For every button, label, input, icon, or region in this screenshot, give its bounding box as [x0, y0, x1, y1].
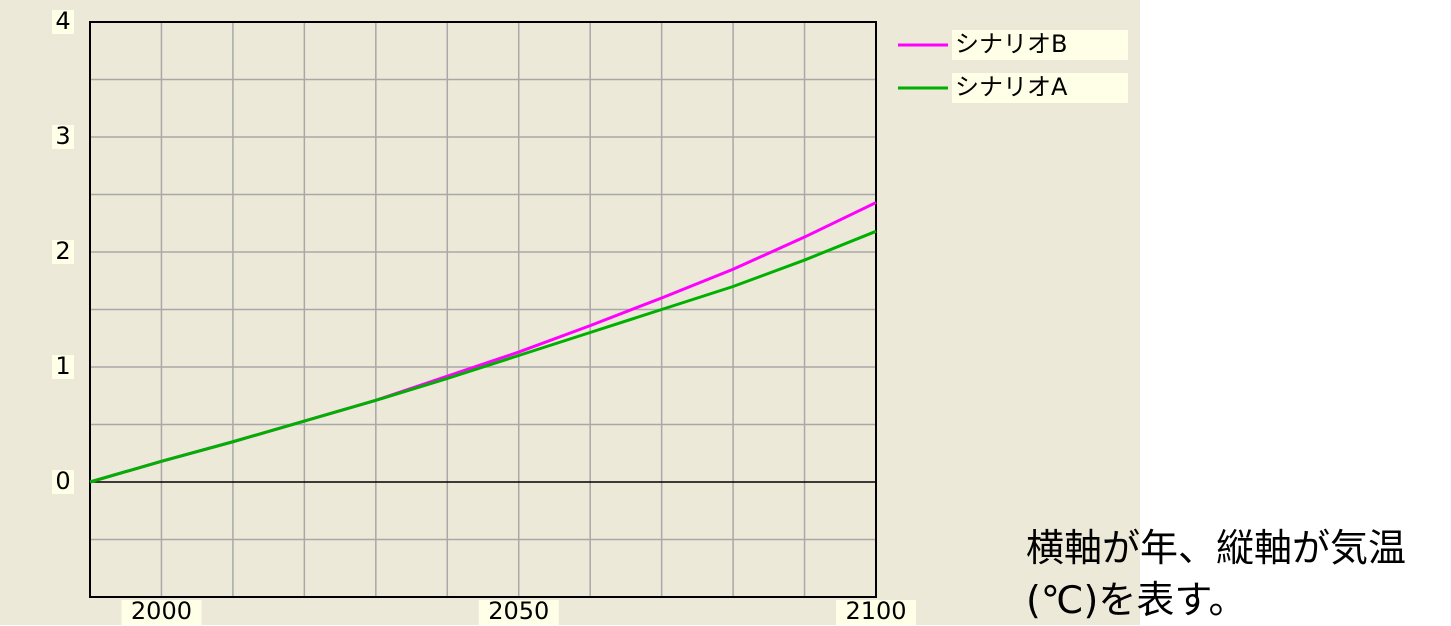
legend-label-bg: [952, 30, 1128, 60]
x-tick-label-bg: [478, 600, 559, 625]
y-tick-label-bg: [52, 10, 74, 34]
y-tick-label: 4: [55, 7, 70, 35]
y-tick-label: 3: [55, 122, 70, 150]
x-tick-label: 2100: [845, 597, 906, 625]
y-tick-label-bg: [52, 355, 74, 379]
legend-label-bg: [952, 73, 1128, 103]
plot-border: [89, 21, 877, 598]
x-tick-label: 2000: [131, 597, 192, 625]
y-tick-label: 2: [55, 237, 70, 265]
y-tick-label-bg: [52, 240, 74, 264]
y-tick-label: 1: [55, 352, 70, 380]
y-tick-label: 0: [55, 467, 70, 495]
caption: 横軸が年、縦軸が気温(℃)を表す。: [1026, 526, 1407, 622]
legend-label: シナリオA: [955, 73, 1068, 101]
y-tick-label-bg: [52, 125, 74, 149]
line-series: [89, 229, 877, 484]
x-tick-label: 2050: [488, 597, 549, 625]
x-tick-label-bg: [836, 600, 916, 625]
y-tick-label-bg: [52, 470, 74, 494]
legend-label: シナリオB: [955, 30, 1067, 58]
x-tick-label-bg: [121, 600, 202, 625]
chart-panel: [0, 0, 1140, 625]
